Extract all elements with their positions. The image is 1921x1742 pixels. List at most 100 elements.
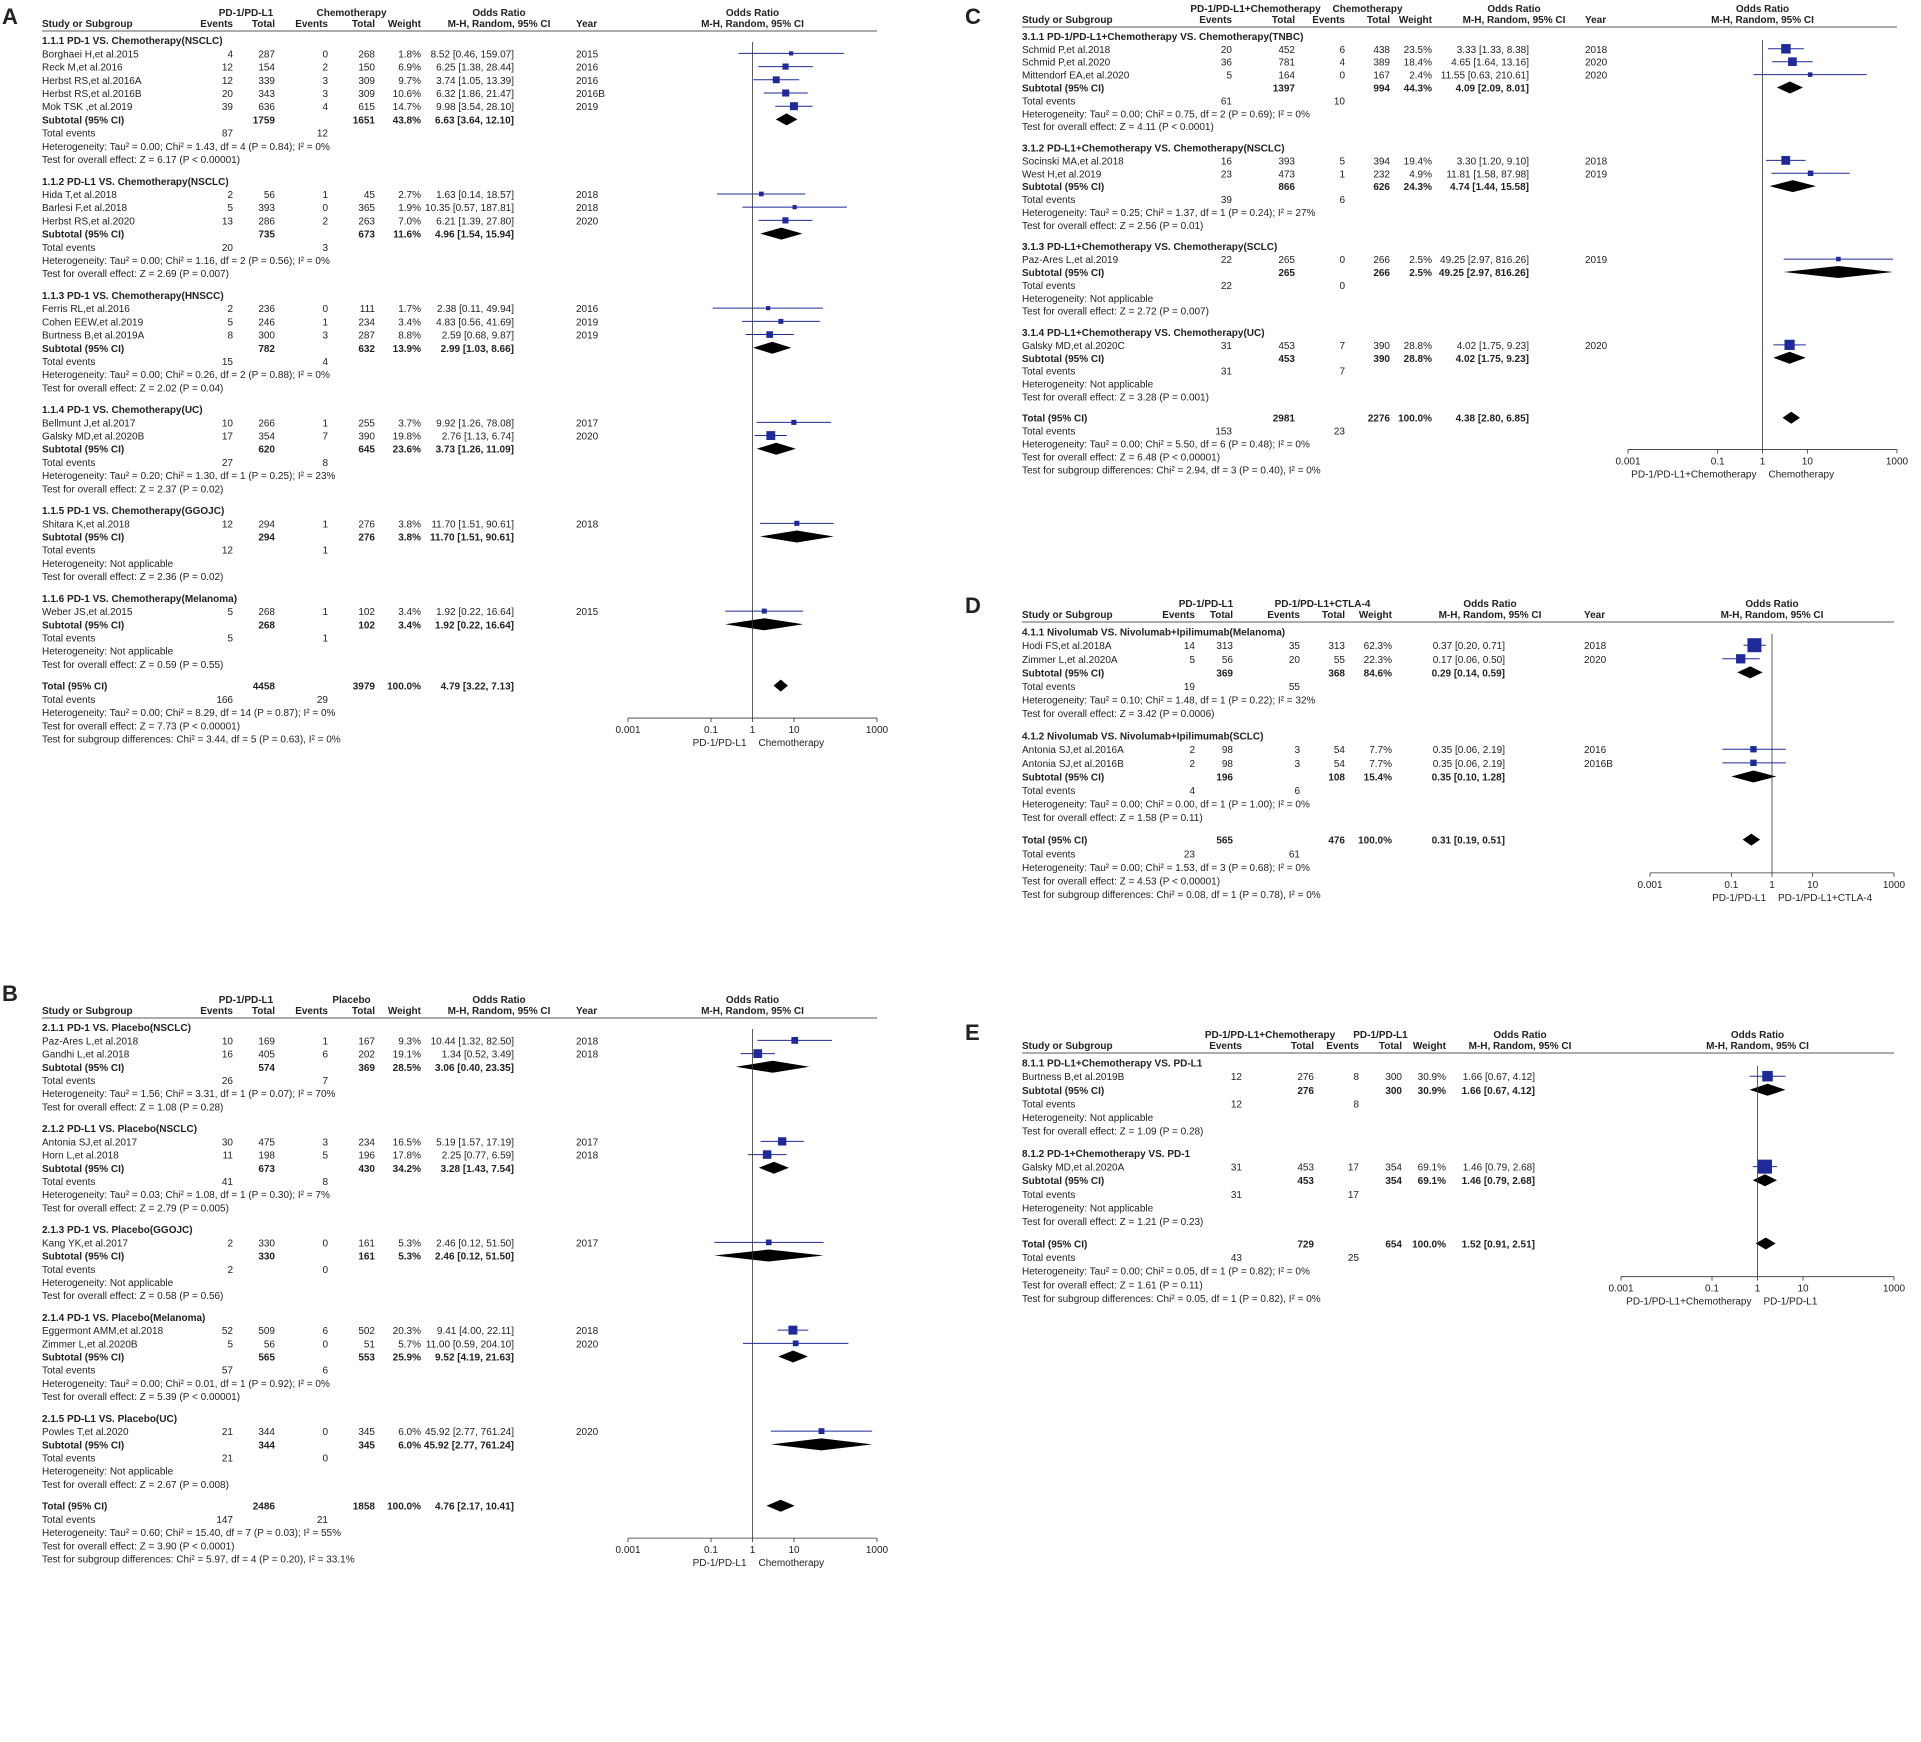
study-row-label: Cohen EEW,et al.2019 xyxy=(42,317,144,328)
subtotal-row-ci: 1.66 [0.67, 4.12] xyxy=(1462,1086,1535,1097)
subtotal-row-total2: 1651 xyxy=(353,115,376,126)
heterogeneity-text: Heterogeneity: Tau² = 0.03; Chi² = 1.08,… xyxy=(42,1190,330,1201)
heterogeneity-text: Heterogeneity: Not applicable xyxy=(1022,380,1154,391)
subtotal-row-label: Subtotal (95% CI) xyxy=(1022,1176,1104,1187)
tick-label: 1000 xyxy=(866,1545,889,1556)
study-row-total2: 202 xyxy=(358,1050,375,1061)
subtotal-row-total1: 673 xyxy=(258,1164,275,1175)
heterogeneity-text: Heterogeneity: Tau² = 0.00; Chi² = 0.75,… xyxy=(1022,109,1310,120)
study-row-year: 2017 xyxy=(576,1238,599,1249)
subtotal-row-total1: 735 xyxy=(258,230,275,241)
study-row-weight: 10.6% xyxy=(393,89,421,100)
subtotal-diamond xyxy=(760,227,803,240)
study-row-total1: 453 xyxy=(1278,341,1295,352)
study-row-total1: 313 xyxy=(1216,641,1233,652)
study-row-year: 2018 xyxy=(576,1151,599,1162)
total-events-row-events2: 6 xyxy=(1294,786,1300,797)
subtotal-row-weight: 28.5% xyxy=(393,1063,421,1074)
panel-c: C PD-1/PD-L1+Chemotherapy Chemotherapy Odds… xyxy=(965,4,1909,481)
total-events-row-label: Total events xyxy=(1022,1099,1075,1110)
panel-b: B PD-1/PD-L1 Placebo Odds Ratio Odds Ratio St… xyxy=(2,981,889,1569)
subgroup-title: 3.1.2 PD-L1+Chemotherapy VS. Chemotherap… xyxy=(1022,143,1285,154)
favours-right-label: PD-1/PD-L1+CTLA-4 xyxy=(1778,893,1873,904)
group2-header: Chemotherapy xyxy=(316,8,386,19)
study-row-events2: 4 xyxy=(1339,58,1345,69)
study-row-weight: 19.1% xyxy=(393,1050,421,1061)
subtotal-row-total2: 553 xyxy=(358,1353,375,1364)
overall-effect-text: Test for overall effect: Z = 0.58 (P = 0… xyxy=(42,1291,223,1302)
study-row-label: Galsky MD,et al.2020C xyxy=(1022,341,1125,352)
total2-header: Total xyxy=(1367,15,1390,26)
overall-effect-text: Test for overall effect: Z = 2.69 (P = 0… xyxy=(42,269,229,280)
tick-label: 1 xyxy=(1769,880,1775,891)
grand-total-row-total2: 1858 xyxy=(353,1502,376,1513)
study-row-total1: 330 xyxy=(258,1238,275,1249)
tick-label: 1 xyxy=(1760,457,1766,468)
study-row-events2: 4 xyxy=(322,102,328,113)
tick-label: 0.001 xyxy=(1608,1284,1633,1295)
subtotal-row-total2: 161 xyxy=(358,1252,375,1263)
study-row-total1: 475 xyxy=(258,1137,275,1148)
point-estimate xyxy=(792,1340,799,1347)
grand-total-row-total2: 2276 xyxy=(1368,414,1391,425)
study-row-year: 2019 xyxy=(1585,255,1608,266)
study-row-weight: 1.9% xyxy=(398,203,421,214)
footer-text: Heterogeneity: Tau² = 0.00; Chi² = 0.05,… xyxy=(1022,1267,1310,1278)
subtotal-diamond xyxy=(759,530,834,543)
subtotal-row-total1: 330 xyxy=(258,1252,275,1263)
footer-text: Test for overall effect: Z = 1.61 (P = 0… xyxy=(1022,1280,1203,1291)
study-row-total2: 390 xyxy=(1373,341,1390,352)
overall-effect-text: Test for overall effect: Z = 1.08 (P = 0… xyxy=(42,1102,223,1113)
footer-text: Test for subgroup differences: Chi² = 2.… xyxy=(1022,465,1321,476)
subtotal-row-label: Subtotal (95% CI) xyxy=(1022,772,1104,783)
study-row-ci: 49.25 [2.97, 816.26] xyxy=(1440,255,1529,266)
subtotal-row-weight: 3.4% xyxy=(398,620,421,631)
grand-total-diamond xyxy=(1742,833,1761,846)
subtotal-row-total1: 265 xyxy=(1278,268,1295,279)
study-row-label: Schmid P,et al.2020 xyxy=(1022,58,1111,69)
study-row-year: 2016 xyxy=(1584,745,1607,756)
overall-effect-text: Test for overall effect: Z = 5.39 (P < 0… xyxy=(42,1392,240,1403)
tick-label: 1 xyxy=(750,725,756,736)
total-events-row-label: Total events xyxy=(42,243,95,254)
study-row-events2: 1 xyxy=(322,190,328,201)
total2-header: Total xyxy=(352,1006,375,1017)
study-row-ci: 8.52 [0.46, 159.07] xyxy=(431,49,515,60)
total-events-row-events2: 8 xyxy=(322,458,328,469)
study-row-events1: 31 xyxy=(1221,341,1233,352)
study-row-weight: 1.8% xyxy=(398,49,421,60)
heterogeneity-text: Heterogeneity: Tau² = 0.00; Chi² = 0.01,… xyxy=(42,1379,330,1390)
subtotal-row-label: Subtotal (95% CI) xyxy=(1022,354,1104,365)
study-row-label: Weber JS,et al.2015 xyxy=(42,607,133,618)
study-row-weight: 2.7% xyxy=(398,190,421,201)
study-row-total2: 300 xyxy=(1385,1072,1402,1083)
study-row-total2: 438 xyxy=(1373,45,1390,56)
study-row-label: Barlesi F,et al.2018 xyxy=(42,203,127,214)
method-plot-header: M-H, Random, 95% CI xyxy=(701,19,804,30)
overall-effect-text: Test for overall effect: Z = 1.21 (P = 0… xyxy=(1022,1217,1203,1228)
subtotal-row-total1: 344 xyxy=(258,1440,275,1451)
subgroup-title: 8.1.2 PD-1+Chemotherapy VS. PD-1 xyxy=(1022,1149,1191,1160)
study-row-weight: 2.4% xyxy=(1409,71,1432,82)
panel-letter: B xyxy=(2,981,18,1006)
study-row-events1: 31 xyxy=(1231,1163,1243,1174)
study-row-ci: 3.74 [1.05, 13.39] xyxy=(436,76,514,87)
study-row-ci: 6.32 [1.86, 21.47] xyxy=(436,89,514,100)
study-row-year: 2020 xyxy=(576,432,599,443)
total-events-row-events1: 61 xyxy=(1221,96,1233,107)
total-events-row-events2: 1 xyxy=(322,634,328,645)
study-row-events2: 35 xyxy=(1289,641,1301,652)
odds-ratio-header: Odds Ratio xyxy=(1463,599,1516,610)
group1-header: PD-1/PD-L1 xyxy=(219,8,274,19)
study-row-label: Antonia SJ,et al.2016B xyxy=(1022,759,1124,770)
year-header: Year xyxy=(1585,15,1606,26)
grand-total-row-total2: 476 xyxy=(1328,836,1345,847)
study-row-ci: 1.34 [0.52, 3.49] xyxy=(442,1050,515,1061)
study-row-label: Zimmer L,et al.2020A xyxy=(1022,655,1118,666)
subtotal-row-ci: 49.25 [2.97, 816.26] xyxy=(1439,268,1529,279)
tick-label: 1000 xyxy=(866,725,889,736)
heterogeneity-text: Heterogeneity: Not applicable xyxy=(1022,294,1154,305)
study-row-ci: 9.98 [3.54, 28.10] xyxy=(436,102,514,113)
subtotal-row-weight: 5.3% xyxy=(398,1252,421,1263)
favours-left-label: PD-1/PD-L1 xyxy=(693,738,747,749)
